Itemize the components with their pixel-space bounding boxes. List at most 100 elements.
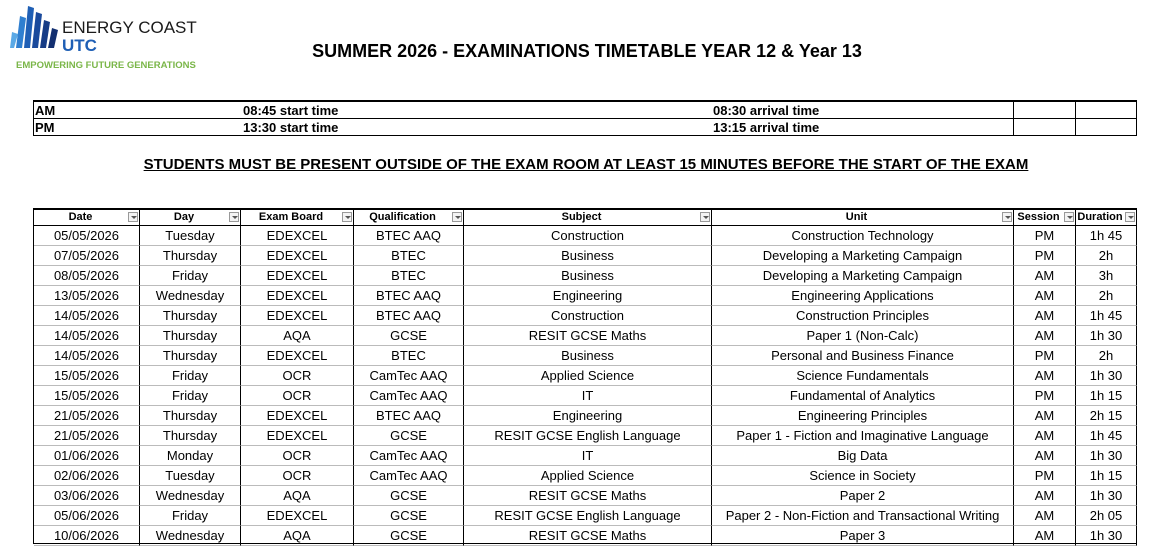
column-header: Session xyxy=(1014,210,1076,226)
table-cell: OCR xyxy=(241,466,354,486)
filter-button[interactable] xyxy=(700,212,710,222)
table-cell: BTEC AAQ xyxy=(354,406,464,426)
table-cell: Thursday xyxy=(140,346,241,366)
column-header: Exam Board xyxy=(241,210,354,226)
filter-button[interactable] xyxy=(1064,212,1074,222)
table-cell: EDEXCEL xyxy=(241,506,354,526)
table-cell: CamTec AAQ xyxy=(354,446,464,466)
table-cell: Big Data xyxy=(712,446,1014,466)
table-cell: 05/05/2026 xyxy=(34,226,140,246)
table-cell: AM xyxy=(1014,426,1076,446)
filter-button[interactable] xyxy=(1125,212,1135,222)
filter-button[interactable] xyxy=(452,212,462,222)
table-cell: AM xyxy=(1014,446,1076,466)
filter-button[interactable] xyxy=(229,212,239,222)
title: SUMMER 2026 - EXAMINATIONS TIMETABLE YEA… xyxy=(312,41,862,61)
table-cell: Wednesday xyxy=(140,526,241,546)
table-cell: Friday xyxy=(140,366,241,386)
table-cell: 05/06/2026 xyxy=(34,506,140,526)
table-cell: 1h 45 xyxy=(1076,226,1137,246)
table-cell: Business xyxy=(464,266,712,286)
table-cell: EDEXCEL xyxy=(241,246,354,266)
table-cell: RESIT GCSE Maths xyxy=(464,326,712,346)
column-header: Unit xyxy=(712,210,1014,226)
table-cell: Paper 2 - Non-Fiction and Transactional … xyxy=(712,506,1014,526)
table-cell: Tuesday xyxy=(140,226,241,246)
filter-button[interactable] xyxy=(342,212,352,222)
table-cell: GCSE xyxy=(354,326,464,346)
table-cell: Science Fundamentals xyxy=(712,366,1014,386)
table-cell: Personal and Business Finance xyxy=(712,346,1014,366)
table-cell: Monday xyxy=(140,446,241,466)
table-cell: Wednesday xyxy=(140,286,241,306)
table-cell: CamTec AAQ xyxy=(354,386,464,406)
table-cell: BTEC AAQ xyxy=(354,226,464,246)
table-cell: AM xyxy=(1014,366,1076,386)
filter-button[interactable] xyxy=(128,212,138,222)
table-cell: 2h 15 xyxy=(1076,406,1137,426)
col-line xyxy=(1075,102,1076,135)
exam-table: Date Day Exam Board Qualification Subject Uni… xyxy=(33,208,1137,546)
table-cell: 10/06/2026 xyxy=(34,526,140,546)
table-cell: EDEXCEL xyxy=(241,286,354,306)
table-cell: Business xyxy=(464,346,712,366)
table-cell: Paper 2 xyxy=(712,486,1014,506)
table-cell: 14/05/2026 xyxy=(34,326,140,346)
time-text: 13:30 start time xyxy=(243,120,339,135)
table-cell: Friday xyxy=(140,506,241,526)
table-cell: Construction xyxy=(464,226,712,246)
table-cell: Construction xyxy=(464,306,712,326)
table-cell: AQA xyxy=(241,526,354,546)
table-cell: AQA xyxy=(241,486,354,506)
table-cell: Fundamental of Analytics xyxy=(712,386,1014,406)
notice: STUDENTS MUST BE PRESENT OUTSIDE OF THE … xyxy=(143,156,1029,173)
table-cell: PM xyxy=(1014,226,1076,246)
table-cell: 02/06/2026 xyxy=(34,466,140,486)
table-cell: Paper 3 xyxy=(712,526,1014,546)
table-cell: Developing a Marketing Campaign xyxy=(712,266,1014,286)
table-cell: BTEC AAQ xyxy=(354,306,464,326)
table-cell: PM xyxy=(1014,466,1076,486)
table-cell: AM xyxy=(1014,326,1076,346)
table-cell: AM xyxy=(1014,486,1076,506)
table-cell: AM xyxy=(1014,306,1076,326)
table-cell: Business xyxy=(464,246,712,266)
logo-sub: UTC xyxy=(62,36,97,55)
table-cell: AM xyxy=(1014,266,1076,286)
column-header: Duration xyxy=(1076,210,1137,226)
table-cell: EDEXCEL xyxy=(241,426,354,446)
filter-button[interactable] xyxy=(1002,212,1012,222)
table-cell: BTEC xyxy=(354,266,464,286)
table-cell: 2h xyxy=(1076,286,1137,306)
table-cell: PM xyxy=(1014,246,1076,266)
table-cell: Friday xyxy=(140,266,241,286)
table-cell: 1h 30 xyxy=(1076,446,1137,466)
table-cell: 21/05/2026 xyxy=(34,426,140,446)
table-cell: Tuesday xyxy=(140,466,241,486)
table-cell: EDEXCEL xyxy=(241,266,354,286)
times-table: AM 08:45 start time 08:30 arrival time PM 13… xyxy=(33,100,1137,136)
table-cell: Engineering xyxy=(464,286,712,306)
table-cell: OCR xyxy=(241,446,354,466)
logo-tagline: EMPOWERING FUTURE GENERATIONS xyxy=(16,60,196,71)
table-cell: PM xyxy=(1014,346,1076,366)
table-cell: EDEXCEL xyxy=(241,306,354,326)
table-cell: 15/05/2026 xyxy=(34,366,140,386)
table-cell: Thursday xyxy=(140,326,241,346)
table-cell: AQA xyxy=(241,326,354,346)
table-cell: 08/05/2026 xyxy=(34,266,140,286)
column-header: Subject xyxy=(464,210,712,226)
logo-mark xyxy=(10,6,58,48)
table-cell: 1h 30 xyxy=(1076,526,1137,546)
table-cell: Science in Society xyxy=(712,466,1014,486)
table-cell: Applied Science xyxy=(464,466,712,486)
time-text: 13:15 arrival time xyxy=(713,120,820,135)
table-cell: 1h 30 xyxy=(1076,366,1137,386)
table-cell: EDEXCEL xyxy=(241,346,354,366)
table-cell: GCSE xyxy=(354,526,464,546)
table-cell: Paper 1 (Non-Calc) xyxy=(712,326,1014,346)
table-cell: Developing a Marketing Campaign xyxy=(712,246,1014,266)
table-cell: 21/05/2026 xyxy=(34,406,140,426)
logo-name: ENERGY COAST xyxy=(62,18,197,37)
